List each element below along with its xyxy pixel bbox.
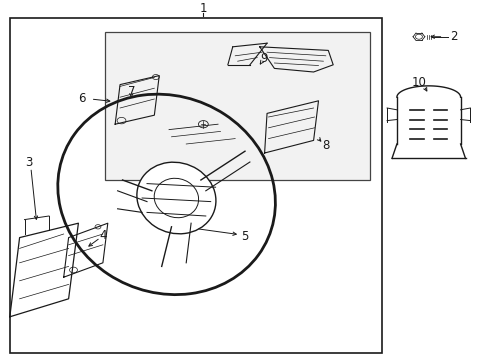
Text: 5: 5 <box>241 230 248 243</box>
Text: 6: 6 <box>78 93 86 105</box>
Text: 10: 10 <box>412 76 426 89</box>
Text: 7: 7 <box>128 85 136 98</box>
Text: 2: 2 <box>450 30 457 43</box>
Text: 9: 9 <box>261 52 268 65</box>
Text: 8: 8 <box>322 139 330 152</box>
Ellipse shape <box>137 162 216 234</box>
Bar <box>105 32 370 180</box>
Text: 4: 4 <box>99 229 107 242</box>
Bar <box>10 18 382 353</box>
Text: 3: 3 <box>24 156 32 169</box>
Text: 1: 1 <box>199 3 207 15</box>
